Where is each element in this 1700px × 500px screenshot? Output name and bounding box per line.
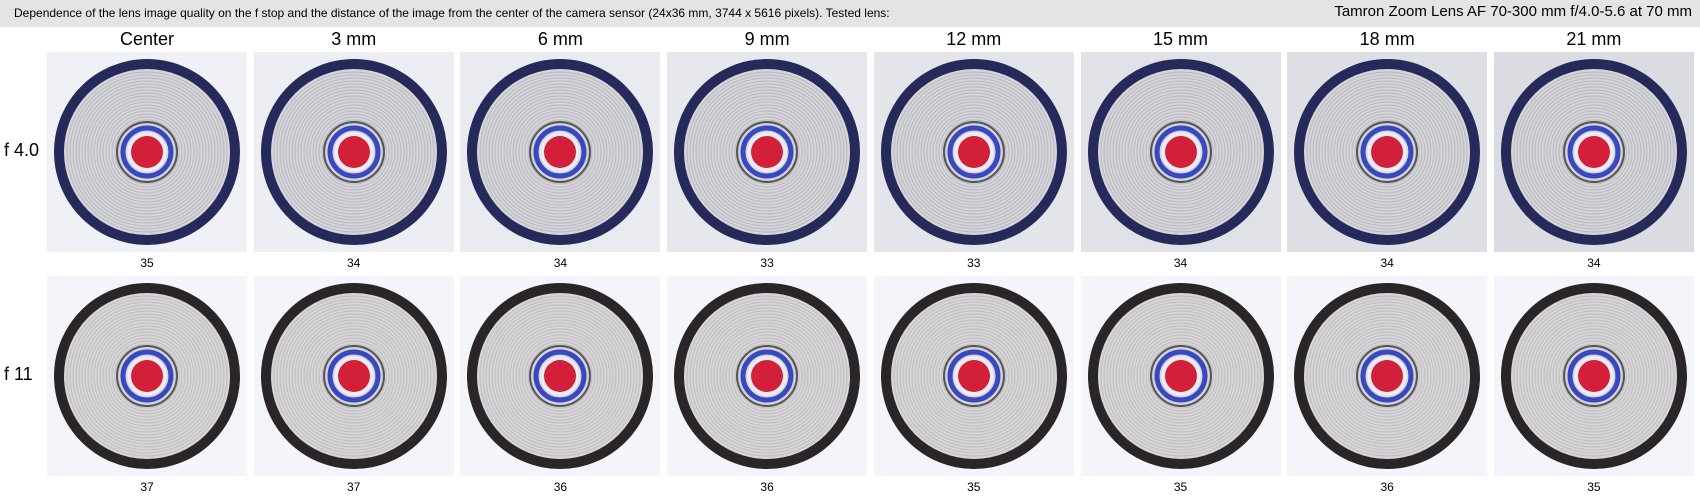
column-header: 6 mm xyxy=(537,29,583,49)
score: 33 xyxy=(967,256,981,270)
test-image xyxy=(1493,52,1694,252)
score: 36 xyxy=(760,480,774,494)
score: 36 xyxy=(553,480,568,494)
target xyxy=(874,52,1074,252)
score: 35 xyxy=(967,480,981,494)
target xyxy=(667,52,867,252)
column-header: 12 mm xyxy=(946,29,1002,49)
test-image xyxy=(1287,276,1488,476)
score: 34 xyxy=(1173,256,1188,270)
score: 34 xyxy=(553,256,568,270)
description: Dependence of the lens image quality on … xyxy=(14,6,890,20)
target xyxy=(460,276,660,476)
score: 34 xyxy=(347,256,361,270)
column-header: 15 mm xyxy=(1152,29,1208,49)
column-header: 3 mm xyxy=(331,29,377,49)
test-image xyxy=(667,52,868,252)
test-image xyxy=(1080,52,1281,252)
score: 35 xyxy=(1173,480,1188,494)
test-image xyxy=(253,276,454,476)
test-image xyxy=(253,52,454,252)
lens-name: Tamron Zoom Lens AF 70-300 mm f/4.0-5.6 … xyxy=(1334,3,1692,20)
target xyxy=(1081,276,1281,476)
test-image xyxy=(460,52,661,252)
score: 35 xyxy=(140,256,154,270)
test-image xyxy=(667,276,868,476)
column-header: 18 mm xyxy=(1359,29,1415,49)
column-header: 21 mm xyxy=(1566,29,1622,49)
target xyxy=(460,52,660,252)
target xyxy=(874,276,1074,476)
test-image xyxy=(1080,276,1281,476)
column-header: 9 mm xyxy=(744,29,790,49)
score: 36 xyxy=(1380,480,1394,494)
score: 37 xyxy=(140,480,154,494)
target xyxy=(254,276,454,476)
score: 34 xyxy=(1587,256,1601,270)
target xyxy=(254,52,454,252)
test-image xyxy=(1493,276,1694,476)
target xyxy=(47,52,247,252)
target xyxy=(1494,276,1694,476)
score: 37 xyxy=(347,480,361,494)
score: 34 xyxy=(1380,256,1394,270)
target xyxy=(1494,52,1694,252)
row-label: f 4.0 xyxy=(4,140,40,160)
test-image xyxy=(460,276,661,476)
target xyxy=(1287,276,1487,476)
test-image xyxy=(873,276,1074,476)
target xyxy=(667,276,867,476)
column-header: Center xyxy=(119,29,175,49)
test-image xyxy=(47,276,247,476)
test-image xyxy=(47,52,247,252)
target xyxy=(1287,52,1487,252)
score: 33 xyxy=(760,256,774,270)
test-image xyxy=(1287,52,1488,252)
test-image xyxy=(873,52,1074,252)
row-label: f 11 xyxy=(4,364,33,384)
target xyxy=(1081,52,1281,252)
target xyxy=(47,276,247,476)
header-bar: Dependence of the lens image quality on … xyxy=(0,0,1700,27)
score: 35 xyxy=(1587,480,1601,494)
